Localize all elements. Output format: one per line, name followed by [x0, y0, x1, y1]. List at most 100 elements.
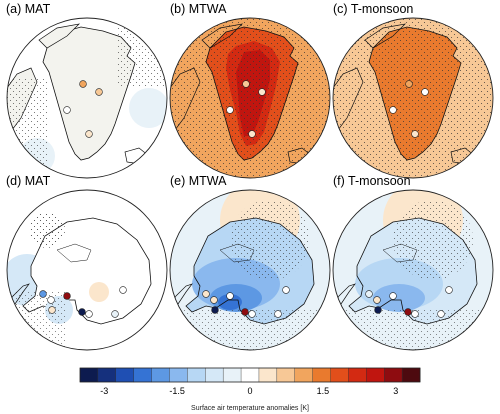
colorbar-swatch-6 — [169, 367, 188, 383]
station-marker-a-1 — [79, 80, 87, 88]
map-borders — [6, 17, 494, 351]
panel-title-b: (b) MTWA — [170, 2, 227, 16]
station-marker-b-1 — [242, 80, 250, 88]
colorbar-swatch-8 — [205, 367, 224, 383]
station-marker-c-4 — [389, 106, 397, 114]
panel-title-a: (a) MAT — [6, 2, 51, 16]
colorbar-swatch-17 — [366, 367, 385, 383]
station-marker-f-6 — [437, 310, 445, 318]
station-marker-e-3 — [211, 306, 219, 314]
map-border-b — [169, 17, 331, 179]
panel-title-d: (d) MAT — [6, 174, 51, 188]
significance-stippling — [117, 18, 167, 88]
station-marker-d-6 — [111, 310, 119, 318]
map-panel-b — [170, 18, 330, 178]
station-marker-a-2 — [95, 88, 103, 96]
station-marker-e-1 — [210, 296, 218, 304]
colorbar-swatch-7 — [187, 367, 206, 383]
station-marker-c-2 — [421, 88, 429, 96]
colorbar-swatch-18 — [384, 367, 403, 383]
colorbar-swatch-19 — [401, 367, 421, 383]
colorbar-ticks: -3 -1.5 0 1.5 3 — [100, 386, 398, 396]
station-marker-d-1 — [47, 296, 55, 304]
coastline — [382, 243, 418, 263]
significance-stippling — [333, 18, 493, 178]
station-marker-d-8 — [119, 286, 127, 294]
panel-title-e: (e) MTWA — [170, 174, 227, 188]
station-markers — [39, 80, 453, 318]
panel-title-c: (c) T-monsoon — [333, 2, 413, 16]
map-border-f — [332, 189, 494, 351]
colorbar-swatch-11 — [258, 367, 278, 383]
significance-stippling — [393, 200, 473, 280]
significance-stippling — [230, 200, 310, 280]
colorbar-swatch-2 — [97, 367, 117, 383]
map-panel-d — [7, 190, 167, 350]
station-marker-e-5 — [226, 292, 234, 300]
colorbar-tick-label: -1.5 — [169, 386, 185, 396]
colorbar-tick-label: -3 — [100, 386, 108, 396]
station-marker-e-8 — [282, 286, 290, 294]
coastline — [56, 243, 92, 263]
colorbar-swatch-12 — [276, 367, 296, 383]
colorbar-swatch-16 — [348, 367, 367, 383]
panel-title-f: (f) T-monsoon — [333, 174, 411, 188]
station-marker-f-3 — [374, 306, 382, 314]
colorbar — [79, 367, 421, 383]
station-marker-a-4 — [63, 106, 71, 114]
station-marker-b-4 — [226, 106, 234, 114]
colorbar-swatch-4 — [133, 367, 152, 383]
station-marker-f-8 — [445, 286, 453, 294]
map-border-a — [6, 17, 168, 179]
coastline — [170, 283, 193, 323]
colorbar-tick-label: 1.5 — [317, 386, 330, 396]
map-border-d — [6, 189, 168, 351]
significance-stippling — [29, 212, 65, 248]
map-border-e — [169, 189, 331, 351]
station-marker-f-7 — [411, 310, 419, 318]
colorbar-swatch-5 — [151, 367, 170, 383]
colorbar-swatch-10 — [240, 367, 260, 383]
station-marker-e-4 — [241, 308, 249, 316]
colorbar-swatch-1 — [79, 367, 99, 383]
station-marker-c-1 — [405, 80, 413, 88]
station-marker-f-4 — [404, 308, 412, 316]
colorbar-swatch-3 — [115, 367, 135, 383]
station-marker-e-7 — [248, 310, 256, 318]
station-marker-f-5 — [389, 292, 397, 300]
station-marker-b-3 — [248, 130, 256, 138]
station-marker-d-2 — [39, 290, 47, 298]
colorbar-swatch-14 — [312, 367, 331, 383]
colorbar-swatch-15 — [330, 367, 349, 383]
station-marker-e-2 — [202, 290, 210, 298]
coastline — [333, 283, 356, 323]
coastline — [7, 283, 30, 323]
colorbar-swatch-9 — [222, 367, 242, 383]
station-marker-d-7 — [85, 310, 93, 318]
colorbar-tick-label: 3 — [393, 386, 398, 396]
station-marker-b-2 — [258, 88, 266, 96]
anomaly-field — [373, 284, 425, 312]
station-marker-d-3 — [48, 306, 56, 314]
map-panel-f — [333, 190, 493, 350]
map-panel-c — [333, 18, 493, 178]
map-panel-e — [170, 190, 330, 350]
colorbar-tick-label: 0 — [247, 386, 252, 396]
colorbar-swatch-13 — [294, 367, 314, 383]
station-marker-a-3 — [85, 130, 93, 138]
anomaly-field — [89, 282, 109, 302]
station-marker-e-6 — [274, 310, 282, 318]
coastline — [219, 243, 255, 263]
station-marker-c-3 — [411, 130, 419, 138]
station-marker-d-5 — [63, 292, 71, 300]
significance-stippling — [7, 290, 67, 350]
station-marker-f-2 — [365, 290, 373, 298]
coastline — [38, 23, 81, 49]
map-border-c — [332, 17, 494, 179]
station-marker-f-1 — [373, 296, 381, 304]
colorbar-frame — [79, 367, 421, 383]
station-marker-d-4 — [78, 308, 86, 316]
anomaly-field — [129, 88, 167, 128]
anomaly-field — [218, 294, 242, 310]
